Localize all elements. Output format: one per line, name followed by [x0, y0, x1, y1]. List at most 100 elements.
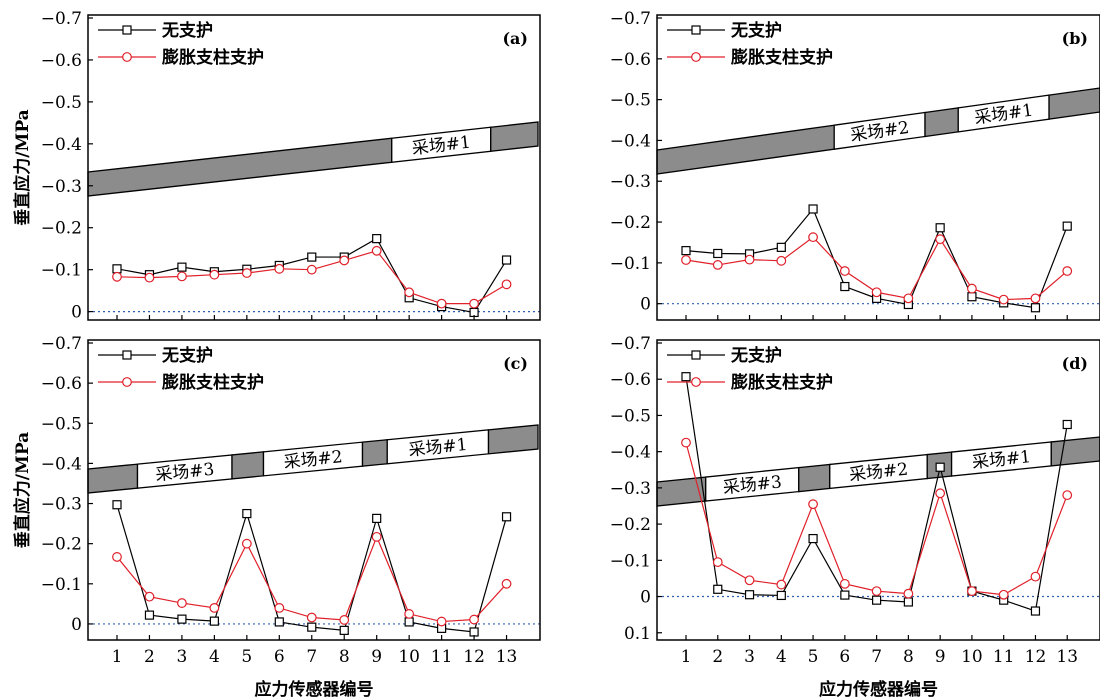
y-tick-label: −0.1 [41, 261, 82, 281]
data-point-supported [871, 586, 882, 597]
data-point-supported [712, 260, 723, 270]
data-point-unsupported [307, 622, 317, 632]
y-tick-label: −0.1 [610, 551, 651, 571]
x-tick-label: 5 [241, 647, 252, 667]
data-point-supported [404, 609, 415, 619]
legend-marker-circle [122, 377, 132, 387]
data-point-supported [112, 271, 122, 282]
stope-strip: 采场#2采场#1 [656, 87, 1100, 175]
stope-strip-rock-segment [656, 124, 835, 175]
data-point-supported [241, 268, 252, 278]
data-point-supported [808, 232, 818, 243]
x-tick-label: 7 [871, 647, 882, 667]
data-point-unsupported [1030, 606, 1041, 616]
data-point-unsupported [808, 204, 818, 214]
data-point-unsupported [1062, 221, 1072, 231]
data-point-unsupported [840, 281, 850, 292]
x-tick-label: 9 [371, 647, 382, 667]
stope-strip-rock-segment [924, 107, 959, 138]
x-tick-label: 11 [431, 647, 453, 667]
stope-strip-rock-segment [798, 463, 831, 493]
stope-strip: 采场#1 [87, 121, 539, 197]
y-tick-label: −0.4 [610, 443, 651, 463]
data-point-unsupported [967, 292, 977, 302]
data-point-unsupported [112, 500, 122, 510]
x-tick-label: 10 [398, 647, 420, 667]
y-tick-label: 0 [640, 588, 651, 608]
y-tick-label: −0.7 [41, 9, 82, 29]
data-point-supported [1030, 293, 1041, 304]
data-point-unsupported [872, 595, 882, 605]
legend-marker-square [691, 25, 701, 35]
x-tick-label: 13 [496, 647, 518, 667]
data-point-supported [871, 287, 882, 298]
data-point-supported [274, 602, 285, 613]
y-tick-label: −0.1 [610, 254, 651, 274]
x-tick-label: 1 [112, 647, 123, 667]
data-point-unsupported [209, 616, 219, 626]
data-point-unsupported [713, 584, 723, 594]
y-tick-label: −0.2 [610, 213, 651, 233]
data-point-unsupported [501, 255, 512, 265]
y-tick-label: −0.2 [41, 535, 82, 555]
data-point-supported [404, 287, 415, 298]
data-point-supported [967, 586, 977, 597]
data-point-supported [1030, 571, 1041, 582]
y-tick-label: −0.6 [41, 374, 82, 394]
y-tick-label: −0.6 [610, 370, 651, 390]
stope-strip-rock-segment [490, 121, 539, 152]
y-tick-label: 0 [71, 615, 82, 635]
legend-marker-square [122, 350, 132, 360]
x-tick-label: 12 [1025, 647, 1047, 667]
data-point-supported [371, 245, 382, 256]
y-tick-label: −0.7 [610, 334, 651, 354]
legend-label: 无支护 [730, 345, 782, 366]
data-point-supported [306, 612, 317, 623]
data-point-unsupported [112, 264, 122, 274]
data-point-unsupported [339, 625, 349, 635]
data-point-unsupported [372, 513, 382, 523]
legend-marker-circle [122, 52, 132, 62]
data-point-supported [339, 255, 350, 266]
data-point-unsupported [307, 252, 317, 262]
y-tick-label: −0.3 [41, 495, 82, 515]
y-tick-label: −0.4 [41, 454, 82, 474]
data-point-unsupported [372, 234, 382, 244]
legend-marker-circle [691, 52, 701, 62]
panel-label: (c) [503, 354, 528, 373]
plot-frame [656, 339, 1100, 641]
series-line-supported [116, 535, 507, 623]
panel-label: (d) [1062, 354, 1088, 373]
data-point-unsupported [469, 627, 479, 637]
y-tick-label: 0 [640, 295, 651, 315]
stope-strip-rock-segment [361, 439, 388, 467]
legend-label: 膨胀支柱支护 [162, 372, 264, 393]
data-point-supported [712, 557, 723, 568]
data-point-supported [935, 488, 946, 499]
data-point-supported [371, 531, 382, 542]
data-point-unsupported [744, 590, 755, 600]
y-tick-label: −0.7 [41, 334, 82, 354]
data-point-supported [469, 614, 479, 625]
y-tick-label: −0.3 [610, 172, 651, 192]
chart-panel-b: 采场#2采场#1 −0.7 −0.6 −0.5 −0.4 −0.3 −0.2 −0.1 0 (b)… [610, 9, 1100, 321]
y-tick-label: −0.4 [610, 131, 651, 151]
y-tick-label: 0.1 [624, 624, 651, 644]
stope-strip: 采场#3 采场#2 采场#1 [656, 436, 1100, 507]
data-point-supported [839, 578, 850, 589]
y-tick-label: −0.5 [610, 91, 651, 111]
x-tick-label: 11 [993, 647, 1015, 667]
data-point-unsupported [177, 614, 187, 624]
x-tick-label: 9 [935, 647, 946, 667]
data-point-supported [339, 615, 350, 625]
x-axis-title: 应力传感器编号 [819, 679, 938, 700]
data-point-supported [903, 293, 914, 304]
data-point-supported [903, 588, 914, 599]
y-axis-title: 垂直应力/MPa [12, 109, 33, 225]
panel-label: (a) [502, 29, 528, 48]
data-point-supported [998, 589, 1009, 600]
data-point-supported [1062, 490, 1073, 501]
legend-marker-square [122, 25, 132, 35]
y-tick-label: −0.6 [610, 50, 651, 70]
